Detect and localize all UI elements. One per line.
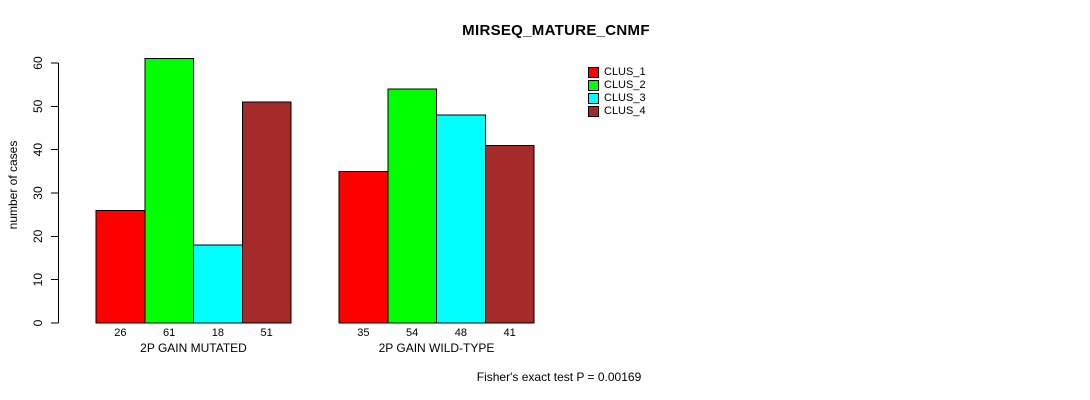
bar-value-label: 48 (455, 327, 467, 339)
bar-value-label: 51 (261, 327, 273, 339)
y-tick-label: 50 (31, 99, 45, 113)
bar-clus_2-group1 (144, 58, 194, 324)
legend-swatch-clus_4 (588, 106, 599, 117)
legend-swatch-clus_3 (588, 93, 599, 104)
bar-clus_4-group1 (241, 101, 292, 324)
chart-title: MIRSEQ_MATURE_CNMF (462, 22, 650, 39)
bar-clus_3-group2 (436, 114, 486, 324)
bar-clus_1-group2 (338, 170, 389, 324)
legend-row-clus_4: CLUS_4 (588, 105, 646, 118)
y-tick-label: 60 (31, 56, 45, 70)
bar-clus_1-group1 (95, 209, 146, 324)
legend-row-clus_2: CLUS_2 (588, 79, 646, 92)
y-tick-label: 0 (31, 319, 45, 326)
y-tick-label: 40 (31, 143, 45, 157)
bar-clus_4-group2 (484, 144, 535, 324)
legend-label: CLUS_4 (604, 105, 646, 117)
legend-label: CLUS_1 (604, 66, 646, 78)
bar-value-label: 18 (212, 327, 224, 339)
bar-value-label: 26 (114, 327, 126, 339)
y-tick-label: 10 (31, 273, 45, 287)
legend-row-clus_1: CLUS_1 (588, 66, 646, 79)
y-tick-label: 30 (31, 186, 45, 200)
bar-value-label: 61 (163, 327, 175, 339)
legend-label: CLUS_3 (604, 92, 646, 104)
fisher-test-note: Fisher's exact test P = 0.00169 (476, 370, 642, 384)
bar-value-label: 41 (504, 327, 516, 339)
group-label: 2P GAIN WILD-TYPE (379, 341, 495, 355)
y-tick-label: 20 (31, 229, 45, 243)
legend-label: CLUS_2 (604, 79, 646, 91)
legend: CLUS_1 CLUS_2 CLUS_3 CLUS_4 (588, 66, 646, 118)
bar-clus_3-group1 (193, 244, 243, 324)
legend-row-clus_3: CLUS_3 (588, 92, 646, 105)
bar-value-label: 35 (357, 327, 369, 339)
bar-value-label: 54 (406, 327, 418, 339)
legend-swatch-clus_2 (588, 80, 599, 91)
legend-swatch-clus_1 (588, 67, 599, 78)
bar-clus_2-group2 (387, 88, 437, 324)
group-label: 2P GAIN MUTATED (140, 341, 247, 355)
